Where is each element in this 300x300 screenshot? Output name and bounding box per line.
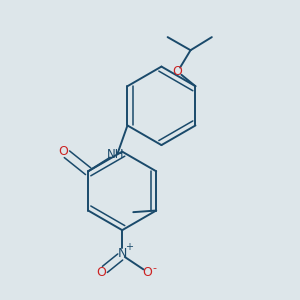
Text: O: O [142, 266, 152, 279]
Text: NH: NH [107, 148, 125, 161]
Text: -: - [153, 263, 157, 273]
Text: O: O [59, 145, 69, 158]
Text: O: O [172, 65, 182, 78]
Text: O: O [96, 266, 106, 279]
Text: +: + [125, 242, 134, 252]
Text: N: N [118, 247, 127, 260]
